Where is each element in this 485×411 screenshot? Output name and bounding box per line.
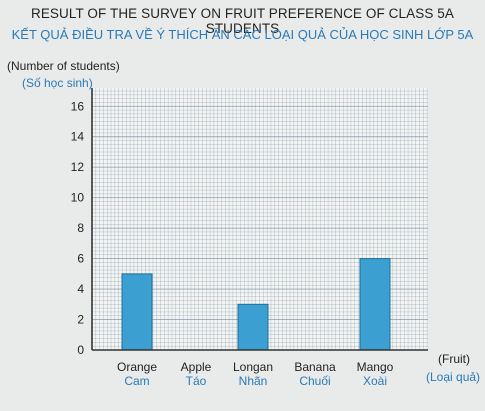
x-tick-label-vi: Nhãn [239, 374, 268, 388]
y-tick-label: 10 [71, 191, 85, 205]
x-tick-label: Orange [117, 360, 157, 374]
y-tick-label: 0 [77, 343, 84, 357]
y-tick-label: 6 [77, 252, 84, 266]
x-tick-label-vi: Chuối [299, 374, 330, 388]
y-tick-label: 14 [71, 130, 85, 144]
chart-title: RESULT OF THE SURVEY ON FRUIT PREFERENCE… [30, 6, 455, 36]
y-tick-label: 12 [71, 160, 85, 174]
chart-subtitle: KẾT QUẢ ĐIỀU TRA VỀ Ý THÍCH ĂN CÁC LOẠI … [11, 27, 474, 42]
chart-axes [91, 88, 428, 351]
y-tick-label: 16 [71, 99, 85, 113]
y-tick-label: 2 [77, 313, 84, 327]
x-tick-label-vi: Táo [186, 374, 207, 388]
bar-orange [121, 273, 153, 351]
x-tick-label: Banana [294, 360, 336, 374]
x-axis-label: (Fruit) [438, 352, 470, 366]
chart-bars [121, 258, 391, 351]
y-tick-label: 8 [77, 221, 84, 235]
x-axis-label-vi: (Loại quả) [426, 370, 481, 384]
y-axis-label-vi: (Số học sinh) [22, 76, 93, 90]
x-tick-label: Mango [357, 360, 394, 374]
x-tick-label: Apple [181, 360, 212, 374]
x-tick-label-vi: Xoài [363, 374, 387, 388]
x-tick-label: Longan [233, 360, 273, 374]
x-tick-label-vi: Cam [124, 374, 149, 388]
bar-mango [359, 258, 391, 351]
y-tick-label: 4 [77, 282, 84, 296]
bar-longan [237, 303, 269, 351]
y-axis-label: (Number of students) [7, 59, 120, 73]
